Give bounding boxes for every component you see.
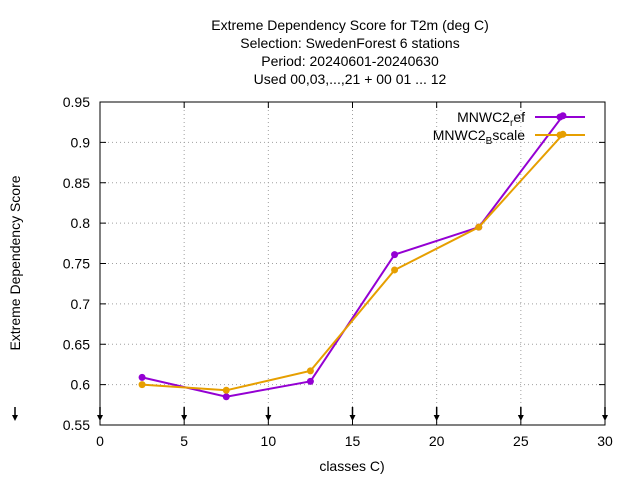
title-line: Extreme Dependency Score for T2m (deg C) (211, 17, 489, 33)
series (138, 112, 567, 401)
y-tick-label: 0.6 (71, 377, 91, 393)
chart-title: Extreme Dependency Score for T2m (deg C)… (211, 17, 489, 87)
y-tick-label: 0.95 (63, 94, 90, 110)
x-tick-label: 5 (180, 433, 188, 449)
title-line: Period: 20240601-20240630 (261, 53, 439, 69)
data-point (306, 377, 314, 385)
series-line (141, 115, 564, 398)
x-tick-label: 20 (429, 433, 445, 449)
data-point (222, 386, 230, 394)
arrow-head (602, 415, 608, 421)
data-point (306, 367, 314, 375)
data-point (222, 393, 230, 401)
data-point (391, 266, 399, 274)
grid (100, 102, 605, 425)
series-1 (138, 112, 567, 401)
title-line: Used 00,03,...,21 + 00 01 ... 12 (254, 71, 447, 87)
x-tick-label: 30 (597, 433, 613, 449)
axis-markers (12, 407, 608, 421)
x-tick-labels: 0 5 10 15 20 25 30 (96, 433, 613, 449)
y-tick-label: 0.9 (71, 134, 91, 150)
data-point (475, 223, 483, 231)
arrow-head (12, 415, 18, 421)
arrow-head (181, 415, 188, 421)
arrow-head (517, 415, 524, 421)
arrow-head (97, 415, 103, 421)
y-tick-label: 0.7 (71, 296, 91, 312)
legend-marker (556, 113, 564, 121)
arrow-head (265, 415, 272, 421)
y-tick-label: 0.8 (71, 215, 91, 231)
title-line: Selection: SwedenForest 6 stations (240, 35, 459, 51)
arrow-head (349, 415, 356, 421)
legend-label: MNWC2ref (457, 109, 525, 129)
x-tick-label: 10 (261, 433, 277, 449)
x-axis-label: classes C) (319, 458, 384, 474)
x-tick-label: 15 (345, 433, 361, 449)
data-point (138, 381, 146, 389)
y-tick-label: 0.55 (63, 417, 90, 433)
data-point (138, 373, 146, 381)
series-line (142, 133, 564, 392)
y-tick-label: 0.65 (63, 336, 90, 352)
legend-entry: MNWC2ref (457, 109, 585, 129)
legend-marker (556, 131, 564, 139)
x-tick-label: 0 (96, 433, 104, 449)
y-tick-label: 0.85 (63, 175, 90, 191)
series-2 (138, 130, 567, 394)
data-point (391, 251, 399, 259)
y-tick-labels: 0.55 0.6 0.65 0.7 0.75 0.8 0.85 0.9 0.95 (63, 94, 90, 433)
x-tick-label: 25 (513, 433, 529, 449)
legend-entry: MNWC2Bscale (433, 127, 585, 147)
y-axis-label: Extreme Dependency Score (7, 175, 23, 350)
legend-label: MNWC2Bscale (433, 127, 525, 147)
y-tick-label: 0.75 (63, 256, 90, 272)
arrow-head (433, 415, 440, 421)
